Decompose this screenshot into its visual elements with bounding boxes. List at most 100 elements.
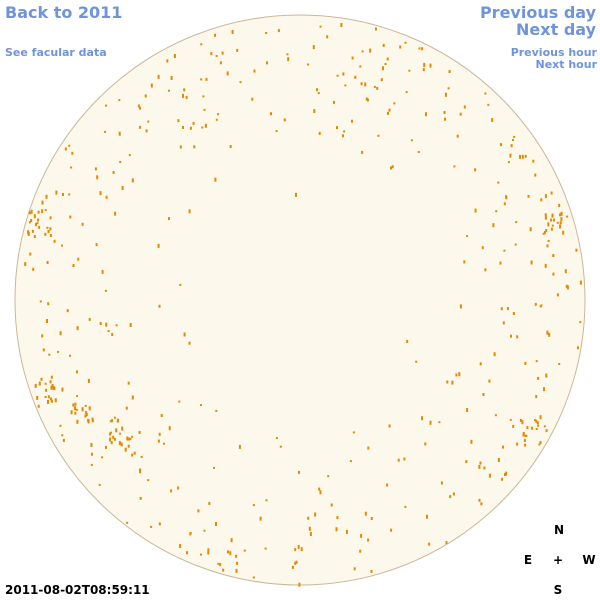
facula bbox=[252, 504, 255, 507]
facula bbox=[208, 501, 211, 505]
facula bbox=[221, 51, 224, 55]
facula bbox=[551, 213, 554, 218]
facula bbox=[270, 112, 272, 116]
facula bbox=[110, 431, 113, 434]
facula bbox=[556, 221, 559, 224]
facula bbox=[405, 91, 408, 94]
facula bbox=[101, 269, 104, 274]
facula bbox=[120, 442, 123, 447]
facula bbox=[166, 59, 169, 63]
facula bbox=[307, 63, 310, 66]
next-day-link[interactable]: Next day bbox=[516, 20, 597, 39]
facula bbox=[90, 463, 93, 466]
facula bbox=[318, 487, 321, 491]
facula bbox=[370, 517, 373, 520]
facula bbox=[52, 386, 55, 391]
facula bbox=[456, 134, 459, 138]
facula bbox=[532, 159, 535, 163]
facula bbox=[298, 470, 300, 474]
facula bbox=[527, 194, 530, 198]
facula bbox=[523, 439, 526, 442]
facula bbox=[265, 499, 268, 502]
facula bbox=[44, 382, 47, 385]
facula bbox=[182, 126, 184, 129]
facula bbox=[536, 421, 539, 425]
facular-link[interactable]: See facular data bbox=[5, 46, 107, 59]
facula bbox=[77, 257, 80, 261]
facula bbox=[173, 54, 176, 58]
facula bbox=[522, 431, 525, 436]
facula bbox=[252, 576, 255, 579]
facula bbox=[129, 438, 132, 440]
facula bbox=[70, 410, 73, 415]
facula bbox=[179, 544, 182, 549]
facula bbox=[466, 235, 469, 238]
facula bbox=[178, 400, 181, 403]
facula bbox=[45, 388, 48, 392]
facula bbox=[531, 426, 534, 430]
facula bbox=[251, 97, 254, 101]
facula bbox=[99, 191, 102, 196]
facula bbox=[509, 418, 512, 421]
facula bbox=[36, 395, 39, 400]
facula bbox=[390, 166, 392, 170]
facula bbox=[84, 404, 87, 407]
facula bbox=[544, 194, 547, 199]
facula bbox=[69, 215, 72, 219]
facula bbox=[502, 445, 504, 449]
facula bbox=[505, 471, 508, 476]
facula bbox=[545, 429, 548, 433]
facula bbox=[179, 145, 182, 149]
facula bbox=[139, 468, 141, 472]
facula bbox=[217, 562, 220, 565]
facula bbox=[534, 173, 537, 177]
facula bbox=[546, 244, 549, 248]
facula bbox=[113, 437, 116, 441]
facula bbox=[49, 227, 52, 231]
facula bbox=[352, 431, 355, 434]
facula bbox=[542, 232, 545, 235]
facula bbox=[559, 213, 562, 217]
facula bbox=[291, 565, 294, 569]
facula bbox=[54, 398, 57, 403]
previous-hour-link[interactable]: Previous hour bbox=[511, 46, 598, 59]
previous-day-link[interactable]: Previous day bbox=[480, 3, 597, 22]
facula bbox=[340, 23, 343, 27]
facula bbox=[516, 442, 519, 446]
facula bbox=[207, 550, 210, 555]
facula bbox=[283, 118, 286, 122]
facula bbox=[179, 283, 182, 286]
facula bbox=[343, 130, 346, 133]
facula bbox=[438, 421, 441, 424]
facula bbox=[342, 72, 345, 76]
facula bbox=[429, 63, 432, 68]
facula bbox=[501, 477, 504, 481]
facula bbox=[391, 165, 394, 169]
facula bbox=[41, 209, 44, 214]
facula bbox=[558, 203, 561, 207]
facula bbox=[566, 285, 569, 290]
facula bbox=[49, 380, 52, 384]
facula bbox=[543, 425, 546, 428]
facula bbox=[239, 81, 242, 84]
compass-west: W bbox=[582, 553, 595, 567]
facula bbox=[76, 419, 79, 424]
facula bbox=[445, 541, 448, 545]
facula bbox=[177, 119, 180, 123]
facula bbox=[529, 227, 532, 232]
facula bbox=[121, 186, 124, 190]
facula bbox=[577, 346, 579, 350]
facula bbox=[203, 529, 206, 532]
facula bbox=[115, 428, 118, 433]
facula bbox=[210, 52, 213, 56]
back-link[interactable]: Back to 2011 bbox=[5, 3, 122, 22]
facula bbox=[109, 437, 112, 442]
facula bbox=[404, 41, 407, 44]
facula bbox=[131, 435, 134, 438]
facula bbox=[423, 62, 426, 67]
facula bbox=[193, 145, 196, 149]
facula bbox=[238, 444, 241, 449]
next-hour-link[interactable]: Next hour bbox=[536, 58, 598, 71]
facula bbox=[34, 383, 37, 388]
facula bbox=[229, 551, 232, 556]
